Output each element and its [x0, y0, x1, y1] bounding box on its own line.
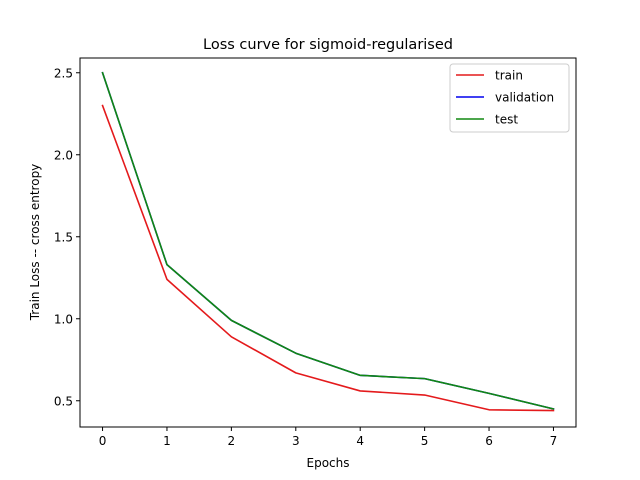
legend-label-test: test — [495, 113, 518, 127]
x-tick-label: 3 — [292, 434, 300, 448]
x-axis-label: Epochs — [307, 456, 350, 470]
x-tick-label: 0 — [99, 434, 107, 448]
x-tick-label: 1 — [163, 434, 171, 448]
x-tick-label: 7 — [550, 434, 558, 448]
y-tick-label: 1.0 — [54, 312, 73, 326]
axes-frame — [79, 57, 577, 428]
series-line-test — [101, 71, 555, 410]
y-tick-label: 1.5 — [54, 230, 73, 244]
y-tick-label: 2.5 — [54, 66, 73, 80]
y-axis-label: Train Loss -- cross entropy — [28, 164, 42, 322]
plot-area — [101, 71, 555, 412]
y-tick-label: 2.0 — [54, 148, 73, 162]
x-axis-ticks: 0 1 2 3 4 5 6 7 — [99, 427, 558, 448]
legend-label-validation: validation — [495, 91, 554, 105]
legend-box — [449, 63, 570, 133]
x-tick-label: 5 — [421, 434, 429, 448]
x-tick-label: 2 — [228, 434, 236, 448]
legend: train validation test — [449, 63, 570, 133]
x-tick-label: 6 — [485, 434, 493, 448]
chart-title: Loss curve for sigmoid-regularised — [203, 37, 453, 53]
y-tick-label: 0.5 — [54, 394, 73, 408]
y-axis-ticks: 0.5 1.0 1.5 2.0 2.5 — [54, 66, 80, 408]
series-line-train — [101, 104, 555, 412]
x-tick-label: 4 — [356, 434, 364, 448]
legend-label-train: train — [495, 69, 523, 83]
